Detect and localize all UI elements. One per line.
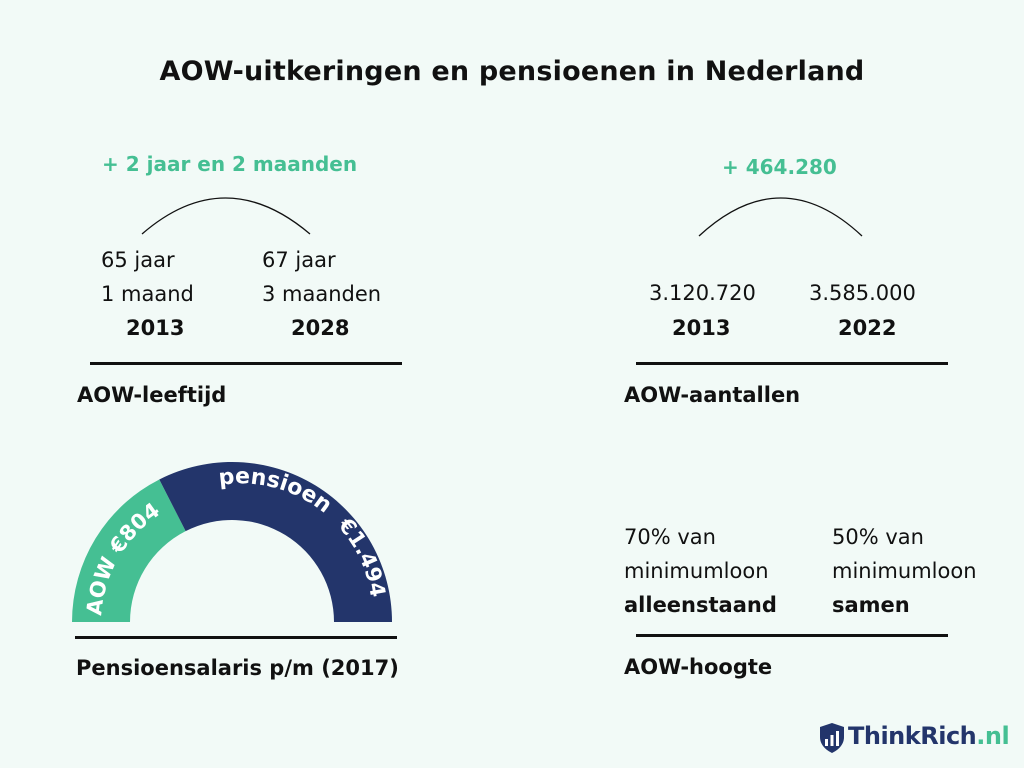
counts-right-value: 3.585.000	[809, 281, 916, 305]
age-right-year: 2028	[291, 316, 350, 340]
age-left-text: 65 jaar 1 maand	[101, 243, 194, 311]
salary-divider	[75, 636, 397, 639]
counts-divider	[636, 362, 948, 365]
age-left-line2: 1 maand	[101, 282, 194, 306]
height-left-line1: 70% van	[624, 525, 716, 549]
shield-chart-icon	[818, 722, 846, 754]
height-right-line2: minimumloon	[832, 559, 977, 583]
salary-section-label: Pensioensalaris p/m (2017)	[76, 656, 399, 680]
height-right-line1: 50% van	[832, 525, 924, 549]
height-left-text: 70% van minimumloon alleenstaand	[624, 520, 777, 622]
logo-tld: .nl	[976, 722, 1010, 750]
age-divider	[90, 362, 402, 365]
height-left-line3: alleenstaand	[624, 593, 777, 617]
logo-wordmark: ThinkRich.nl	[848, 722, 1010, 750]
pension-segment	[159, 462, 392, 622]
height-right-text: 50% van minimumloon samen	[832, 520, 977, 622]
counts-increase-label: + 464.280	[722, 155, 837, 179]
height-section-label: AOW-hoogte	[624, 655, 773, 679]
age-increase-label: + 2 jaar en 2 maanden	[102, 152, 358, 176]
page-title: AOW-uitkeringen en pensioenen in Nederla…	[159, 56, 865, 87]
logo-main: ThinkRich	[848, 722, 977, 750]
counts-section-label: AOW-aantallen	[624, 383, 801, 407]
age-right-line1: 67 jaar	[262, 248, 336, 272]
height-left-line2: minimumloon	[624, 559, 769, 583]
height-right-line3: samen	[832, 593, 910, 617]
age-right-line2: 3 maanden	[262, 282, 382, 306]
age-left-year: 2013	[126, 316, 185, 340]
counts-right-year: 2022	[838, 316, 897, 340]
age-right-text: 67 jaar 3 maanden	[262, 243, 381, 311]
counts-left-year: 2013	[672, 316, 731, 340]
counts-left-value: 3.120.720	[649, 281, 756, 305]
aow-segment	[72, 479, 186, 622]
age-left-line1: 65 jaar	[101, 248, 175, 272]
height-divider	[636, 634, 948, 637]
age-section-label: AOW-leeftijd	[77, 383, 227, 407]
